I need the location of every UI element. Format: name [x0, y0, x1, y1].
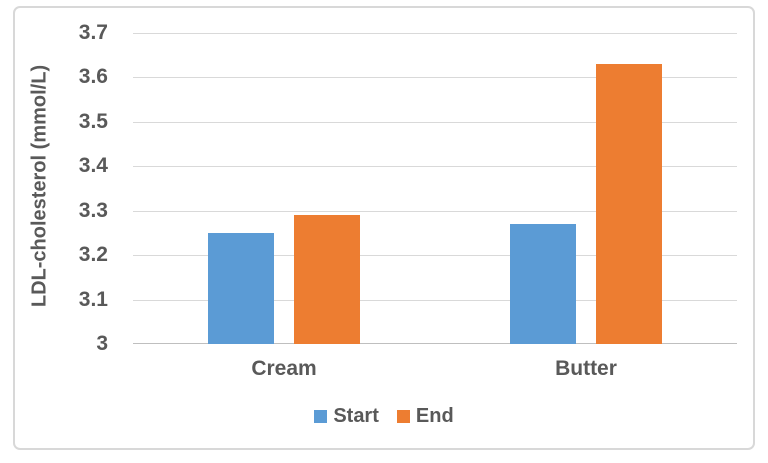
y-tick-label: 3	[96, 332, 108, 355]
bar-butter-start	[510, 224, 576, 344]
legend: Start End	[13, 403, 755, 429]
y-axis-title: LDL-cholesterol (mmol/L)	[28, 64, 51, 308]
plot-area	[133, 33, 737, 344]
gridline	[133, 33, 737, 34]
y-tick-label: 3.6	[78, 65, 108, 89]
bar-cream-start	[208, 232, 274, 344]
legend-label: End	[415, 404, 454, 427]
bar-cream-end	[294, 215, 360, 344]
legend-swatch-end	[396, 409, 410, 423]
y-tick-label: 3.4	[78, 154, 108, 178]
y-tick-label: 3.5	[78, 109, 108, 133]
y-tick-label: 3.2	[78, 243, 108, 267]
gridline	[133, 166, 737, 168]
x-category-label: Butter	[555, 357, 617, 380]
gridline	[133, 121, 737, 123]
x-axis-line	[133, 343, 737, 344]
bar-butter-end	[596, 64, 662, 344]
y-tick-label: 3.7	[78, 21, 108, 44]
legend-item-end: End	[396, 404, 454, 428]
gridline	[133, 210, 737, 212]
legend-swatch-start	[314, 409, 328, 423]
x-category-label: Cream	[251, 357, 317, 380]
y-tick-label: 3.1	[78, 287, 108, 311]
legend-label: Start	[333, 404, 379, 427]
legend-item-start: Start	[314, 405, 379, 428]
y-tick-label: 3.3	[78, 198, 108, 222]
gridline	[133, 299, 737, 301]
gridline	[133, 77, 737, 79]
gridline	[133, 255, 737, 257]
